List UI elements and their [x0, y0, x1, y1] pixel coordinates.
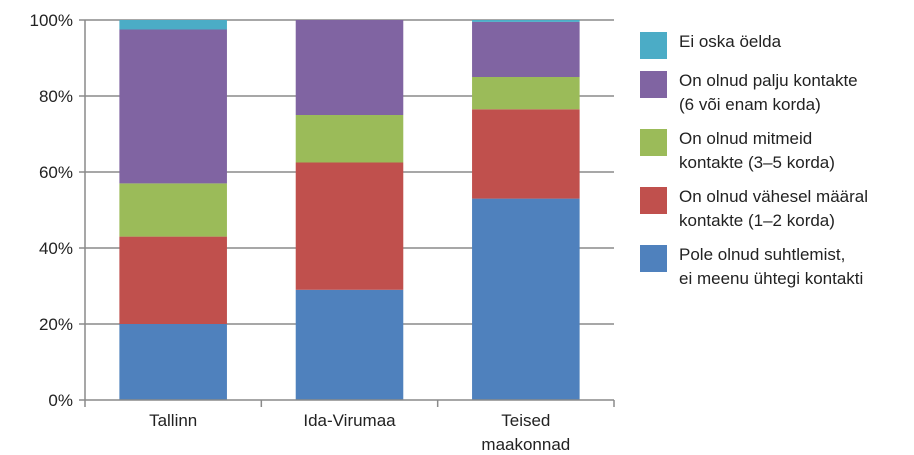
bar-segment — [119, 29, 227, 184]
y-tick-label: 20% — [39, 315, 73, 334]
legend-swatch — [640, 187, 667, 214]
bar-segment — [472, 21, 580, 77]
bar-segment — [295, 289, 404, 400]
legend-label: On olnud mitmeid kontakte (3–5 korda) — [679, 129, 835, 172]
bar-segment — [119, 183, 227, 237]
legend-item: On olnud mitmeid kontakte (3–5 korda) — [640, 127, 914, 175]
bars — [119, 20, 580, 400]
legend-swatch — [640, 245, 667, 272]
bar-segment — [119, 20, 227, 30]
legend-item: On olnud palju kontakte (6 või enam kord… — [640, 69, 914, 117]
legend-item: Pole olnud suhtlemist, ei meenu ühtegi k… — [640, 243, 914, 291]
bar-segment — [472, 20, 580, 22]
legend-label: On olnud palju kontakte (6 või enam kord… — [679, 71, 858, 114]
y-tick-label: 100% — [30, 11, 73, 30]
x-axis-category-labels: Tallinn Ida-Virumaa Teised maakonnad — [149, 411, 570, 454]
y-axis-tick-labels: 0% 20% 40% 60% 80% 100% — [30, 11, 73, 410]
legend-label: Pole olnud suhtlemist, ei meenu ühtegi k… — [679, 245, 864, 288]
legend-swatch — [640, 32, 667, 59]
stacked-bar-chart: 0% 20% 40% 60% 80% 100% Tallinn Ida-Virumaa Tei… — [30, 11, 615, 454]
bar-segment — [295, 20, 404, 115]
axes — [79, 19, 615, 407]
y-tick-label: 0% — [48, 391, 73, 410]
legend-label: On olnud vähesel määral kontakte (1–2 ko… — [679, 187, 869, 230]
y-tick-label: 40% — [39, 239, 73, 258]
legend-item: Ei oska öelda — [640, 30, 914, 59]
bar-segment — [295, 115, 404, 163]
legend-swatch — [640, 71, 667, 98]
y-tick-label: 60% — [39, 163, 73, 182]
bar-segment — [295, 162, 404, 290]
legend: Ei oska öelda On olnud palju kontakte (6 … — [640, 30, 914, 301]
bar-segment — [472, 77, 580, 110]
legend-swatch — [640, 129, 667, 156]
legend-item: On olnud vähesel määral kontakte (1–2 ko… — [640, 185, 914, 233]
bar-segment — [119, 324, 227, 400]
bar-segment — [472, 109, 580, 199]
x-category-label: Ida-Virumaa — [303, 411, 396, 430]
x-category-label: Tallinn — [149, 411, 197, 430]
legend-label: Ei oska öelda — [679, 32, 782, 51]
x-category-label: Teised maakonnad — [481, 411, 570, 454]
bar-segment — [472, 198, 580, 400]
bar-segment — [119, 236, 227, 324]
y-tick-label: 80% — [39, 87, 73, 106]
